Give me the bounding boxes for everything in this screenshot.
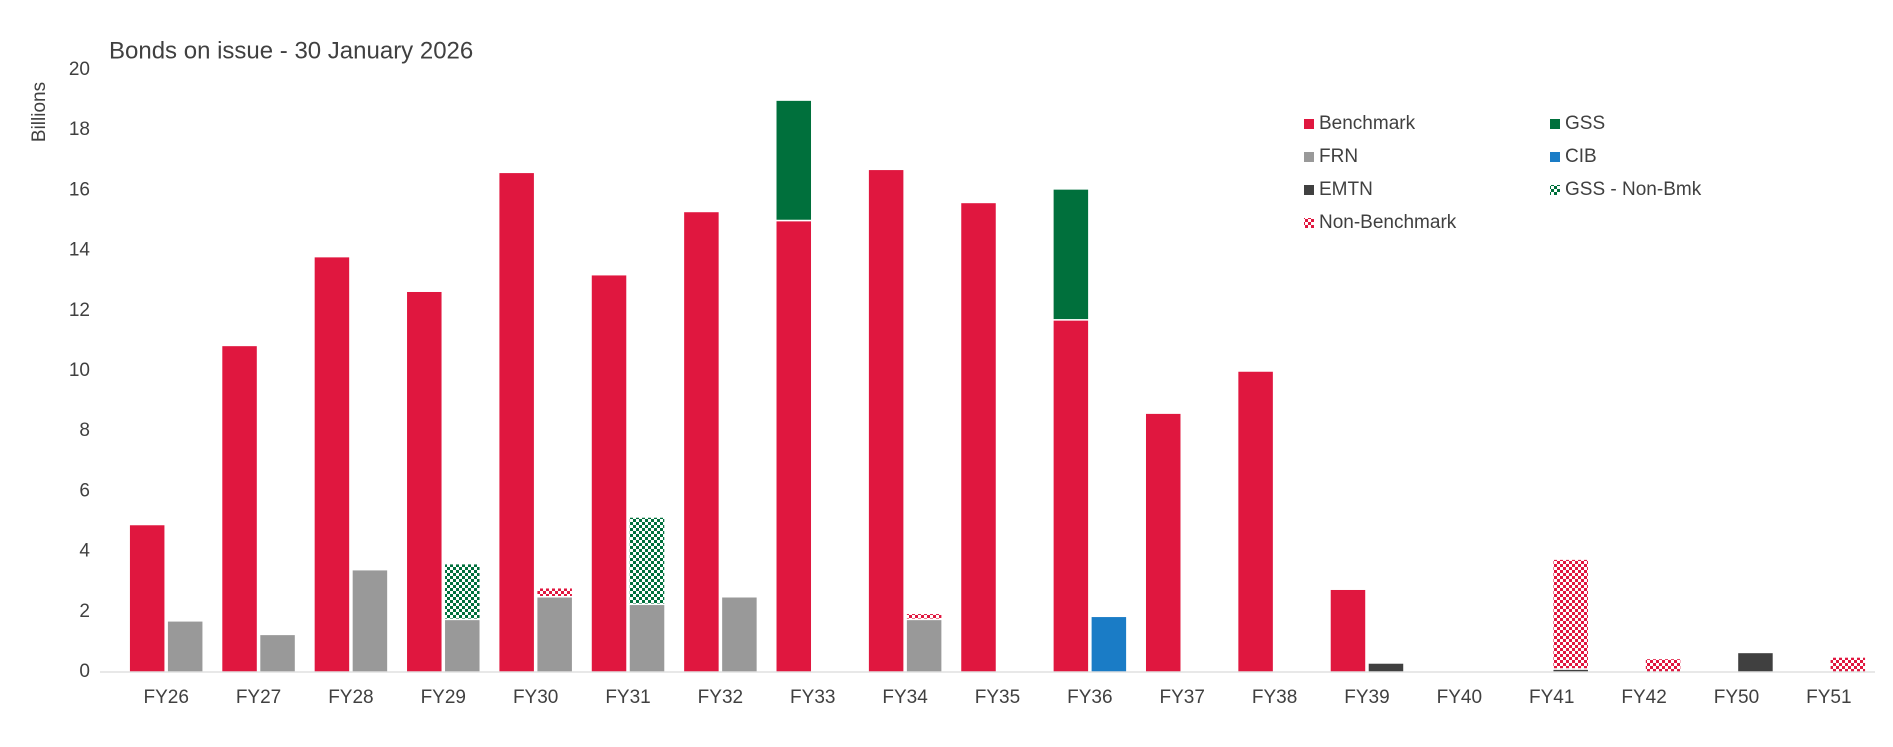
legend-label: FRN <box>1319 146 1358 167</box>
x-tick-label: FY31 <box>605 687 650 708</box>
x-tick-label: FY42 <box>1621 687 1666 708</box>
bar-segment <box>905 618 943 673</box>
bar-segment <box>1052 188 1090 321</box>
bar-segment <box>351 568 389 673</box>
legend-swatch <box>1304 119 1314 129</box>
bar-segment <box>905 612 943 621</box>
y-tick-label: 10 <box>69 360 90 381</box>
x-tick-label: FY26 <box>143 687 188 708</box>
x-tick-label: FY50 <box>1714 687 1759 708</box>
x-tick-label: FY36 <box>1067 687 1112 708</box>
bar-segment <box>1090 615 1128 673</box>
bar-segment <box>628 603 666 673</box>
bar-segment <box>166 620 204 673</box>
bar-segment <box>405 290 444 673</box>
legend-label: EMTN <box>1319 179 1373 200</box>
x-tick-label: FY33 <box>790 687 835 708</box>
bar-segment <box>720 596 759 673</box>
y-tick-label: 6 <box>79 480 90 501</box>
bar-segment <box>1736 651 1775 673</box>
bar-segment <box>535 596 574 673</box>
x-tick-label: FY37 <box>1160 687 1205 708</box>
bar-segment <box>959 201 998 673</box>
legend-label: Benchmark <box>1319 113 1416 134</box>
bar-segment <box>220 344 259 673</box>
bar-segment <box>128 523 166 673</box>
bar-segment <box>867 168 905 673</box>
x-tick-label: FY30 <box>513 687 558 708</box>
bar-segment <box>628 516 666 606</box>
bar-segment <box>682 210 721 673</box>
x-tick-label: FY35 <box>975 687 1020 708</box>
x-tick-label: FY32 <box>698 687 743 708</box>
y-tick-label: 0 <box>79 661 90 682</box>
bar-segment <box>313 255 351 673</box>
y-tick-label: 2 <box>79 601 90 622</box>
legend-label: GSS <box>1565 113 1605 134</box>
bar-segment <box>1367 662 1405 673</box>
bar-segment <box>1829 656 1867 673</box>
legend-swatch <box>1304 152 1314 162</box>
bar-segment <box>443 618 482 673</box>
legend-swatch <box>1550 185 1560 195</box>
x-tick-label: FY51 <box>1806 687 1851 708</box>
legend-label: Non-Benchmark <box>1319 212 1457 233</box>
bar-segment <box>1329 588 1367 673</box>
bar-segment <box>590 273 628 673</box>
legend-swatch <box>1550 119 1560 129</box>
x-tick-label: FY27 <box>236 687 281 708</box>
x-tick-label: FY34 <box>882 687 928 708</box>
bar-segment <box>1236 370 1275 673</box>
legend-swatch <box>1304 185 1314 195</box>
x-tick-label: FY39 <box>1344 687 1389 708</box>
x-tick-label: FY28 <box>328 687 373 708</box>
y-tick-label: 8 <box>79 420 90 441</box>
y-tick-label: 14 <box>69 240 91 261</box>
bar-segment <box>775 99 813 222</box>
bar-segment <box>535 586 574 598</box>
y-axis-label: Billions <box>29 82 50 142</box>
x-tick-label: FY38 <box>1252 687 1297 708</box>
legend-label: CIB <box>1565 146 1597 167</box>
bar-segment <box>443 562 482 621</box>
legend-swatch <box>1550 152 1560 162</box>
y-tick-label: 12 <box>69 300 90 321</box>
bar-segment <box>1144 412 1182 673</box>
bar-segment <box>497 171 536 673</box>
y-tick-label: 20 <box>69 59 90 80</box>
x-tick-label: FY29 <box>421 687 466 708</box>
chart-title: Bonds on issue - 30 January 2026 <box>109 37 473 64</box>
y-tick-label: 18 <box>69 119 90 140</box>
bar-segment <box>1052 319 1090 673</box>
legend-swatch <box>1304 218 1314 228</box>
legend-label: GSS - Non-Bmk <box>1565 179 1702 200</box>
bar-segment <box>1551 558 1590 670</box>
x-tick-label: FY40 <box>1437 687 1482 708</box>
bar-segment <box>258 633 297 673</box>
y-tick-label: 4 <box>79 541 90 562</box>
bar-segment <box>1644 657 1682 673</box>
bar-segment <box>775 219 813 673</box>
x-tick-label: FY41 <box>1529 687 1574 708</box>
y-tick-label: 16 <box>69 179 90 200</box>
